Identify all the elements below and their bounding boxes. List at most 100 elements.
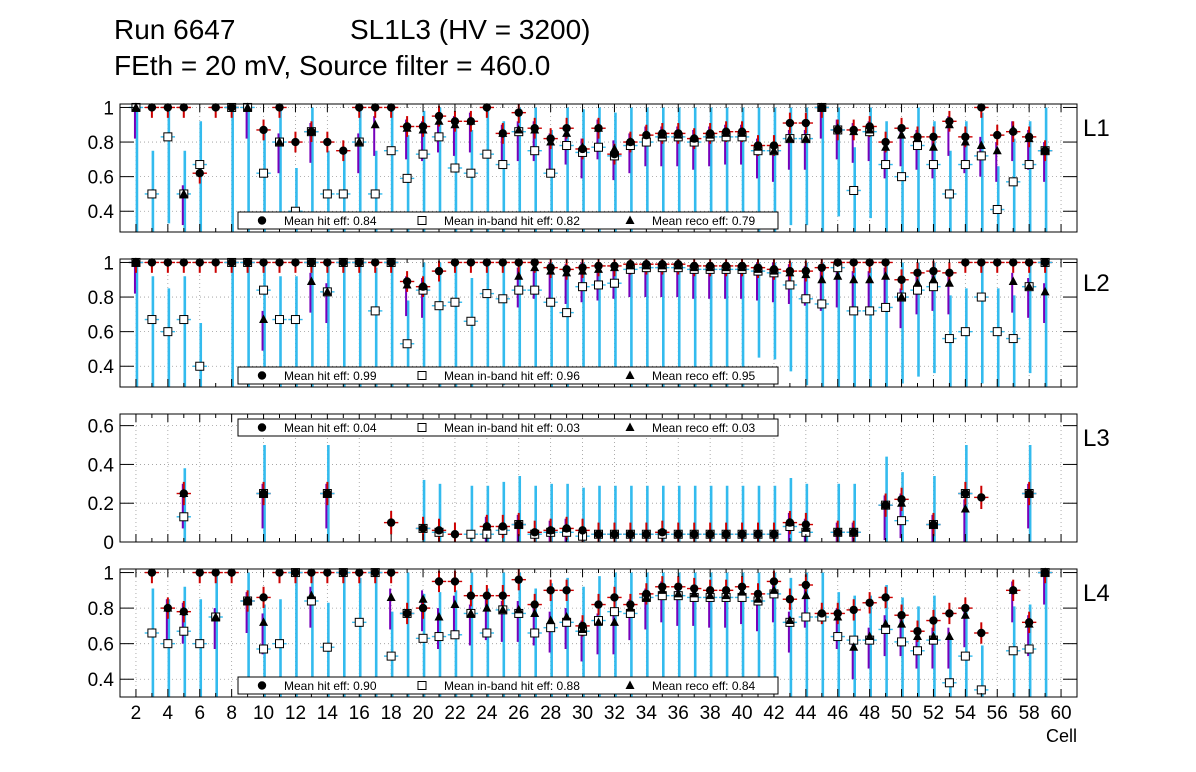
x-tick-label: 2 xyxy=(131,703,142,724)
inband-marker xyxy=(418,149,428,159)
x-tick-label: 48 xyxy=(859,703,880,724)
reco-marker xyxy=(801,133,811,143)
inband-marker xyxy=(881,302,891,312)
inband-marker xyxy=(546,168,556,178)
reco-marker xyxy=(992,145,1002,155)
reco-marker xyxy=(928,274,938,284)
hit-marker xyxy=(594,600,603,609)
reco-marker xyxy=(514,271,524,280)
inband-marker xyxy=(179,512,189,522)
inband-marker xyxy=(992,327,1002,337)
inband-marker xyxy=(179,315,189,325)
reco-marker xyxy=(1024,619,1034,628)
inband-marker xyxy=(259,285,269,295)
reco-marker xyxy=(689,262,699,272)
reco-marker xyxy=(865,124,875,134)
legend: Mean hit eff: 0.04 Mean in-band hit eff: … xyxy=(237,418,779,437)
reco-marker xyxy=(721,590,731,600)
inband-marker xyxy=(402,173,412,183)
inband-marker xyxy=(1008,177,1018,187)
reco-marker xyxy=(609,617,619,626)
legend-hit-label: Mean hit eff: 0.90 xyxy=(284,679,377,693)
legend-hit-label: Mean hit eff: 0.84 xyxy=(284,214,377,228)
reco-marker xyxy=(753,264,763,273)
inband-marker xyxy=(594,280,603,290)
reco-marker xyxy=(578,142,588,151)
hit-marker xyxy=(498,591,507,600)
x-tick-label: 36 xyxy=(668,703,689,724)
reco-marker xyxy=(849,527,859,536)
reco-marker xyxy=(849,642,859,651)
hit-marker xyxy=(737,582,747,591)
inband-marker xyxy=(976,292,986,302)
reco-marker xyxy=(546,266,556,275)
reco-marker xyxy=(594,617,603,626)
legend-reco-marker xyxy=(625,422,635,431)
x-tick-label: 28 xyxy=(540,703,561,724)
x-tick-label: 10 xyxy=(253,703,274,724)
hit-marker xyxy=(817,609,826,618)
inband-marker xyxy=(386,651,396,661)
reco-marker xyxy=(498,604,508,614)
hit-marker xyxy=(546,586,555,595)
inband-marker xyxy=(833,632,843,642)
hit-marker xyxy=(386,518,396,527)
reco-marker xyxy=(498,128,508,137)
panel-l1: 0.4 0.6 0.8 1 L1 Mean hit eff: 0.84 Mean in-ba… xyxy=(88,98,1110,233)
legend-hit-marker xyxy=(257,423,267,432)
inband-marker xyxy=(897,172,907,182)
hit-marker xyxy=(434,266,444,276)
reco-marker xyxy=(913,278,922,287)
reco-marker xyxy=(881,619,891,628)
hit-marker xyxy=(658,528,667,537)
inband-marker xyxy=(594,142,603,152)
inband-marker xyxy=(960,651,970,661)
reco-marker xyxy=(737,587,747,596)
hit-marker xyxy=(418,603,428,613)
reco-marker xyxy=(179,606,189,616)
hit-marker xyxy=(929,132,938,142)
inband-marker xyxy=(163,132,173,142)
x-tick-label: 50 xyxy=(891,703,912,724)
inband-marker xyxy=(1008,646,1018,656)
hit-marker xyxy=(291,137,300,147)
x-tick-label: 60 xyxy=(1050,703,1071,724)
inband-marker xyxy=(370,306,380,316)
inband-marker xyxy=(546,297,556,307)
inband-marker xyxy=(562,308,572,318)
reco-marker xyxy=(769,145,779,155)
reco-marker xyxy=(259,314,269,324)
inband-marker xyxy=(913,285,922,295)
inband-marker xyxy=(801,612,811,622)
reco-marker xyxy=(322,488,332,498)
reco-marker xyxy=(960,504,970,513)
hit-marker xyxy=(897,275,906,284)
hit-marker xyxy=(195,168,204,178)
reco-marker xyxy=(865,631,875,641)
inband-marker xyxy=(275,639,284,649)
x-tick-label: 16 xyxy=(349,703,370,724)
inband-marker xyxy=(466,168,476,178)
y-tick-label: 0.4 xyxy=(88,202,115,223)
inband-marker xyxy=(928,282,938,292)
y-tick-label: 0.8 xyxy=(88,133,114,154)
hit-marker xyxy=(434,577,444,586)
reco-marker xyxy=(673,130,683,139)
inband-marker xyxy=(290,315,300,325)
legend-box xyxy=(237,211,779,230)
legend-box xyxy=(237,366,779,385)
reco-marker xyxy=(1008,585,1018,594)
legend-reco-label: Mean reco eff: 0.84 xyxy=(652,679,756,693)
reco-marker xyxy=(466,608,476,617)
reco-marker xyxy=(897,498,907,507)
reco-marker xyxy=(657,260,667,270)
reco-marker xyxy=(833,527,843,536)
hit-marker xyxy=(339,146,348,155)
reco-marker xyxy=(482,603,492,612)
hit-marker xyxy=(705,586,715,595)
legend: Mean hit eff: 0.90 Mean in-band hit eff: … xyxy=(237,676,779,695)
hit-marker xyxy=(769,141,779,150)
reco-marker xyxy=(769,266,779,275)
hit-marker xyxy=(514,108,523,117)
reco-marker xyxy=(944,119,954,129)
